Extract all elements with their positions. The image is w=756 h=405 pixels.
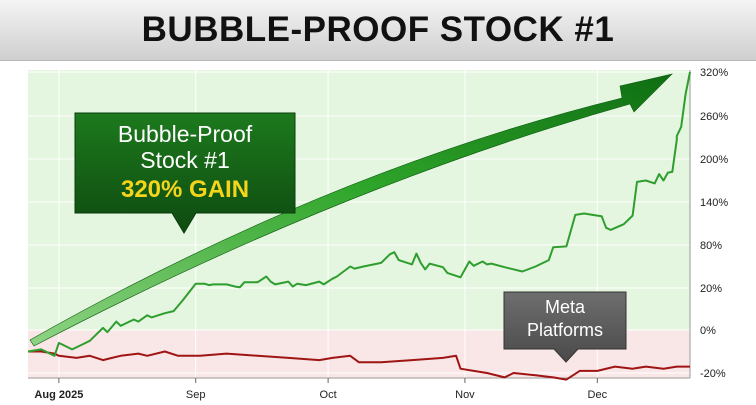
x-tick-label: Nov: [455, 389, 475, 401]
callout-line: Bubble-Proof: [118, 121, 253, 147]
y-tick-label: 80%: [700, 240, 722, 252]
y-tick-label: 0%: [700, 325, 716, 337]
y-tick-label: 200%: [700, 154, 728, 166]
title-bar: [0, 0, 756, 61]
y-tick-label: 320%: [700, 67, 728, 79]
x-tick-label: Sep: [186, 389, 206, 401]
callout-line: Meta: [545, 297, 586, 317]
y-tick-label: -20%: [700, 368, 726, 380]
x-tick-label: Dec: [588, 389, 608, 401]
y-tick-label: 260%: [700, 111, 728, 123]
callout-box-stock: [74, 112, 296, 234]
callout-gain: 320% GAIN: [121, 176, 249, 203]
y-tick-label: 20%: [700, 283, 722, 295]
series-line-meta-platforms: [28, 350, 690, 381]
chart-title: BUBBLE-PROOF STOCK #1: [141, 10, 615, 49]
y-tick-label: 140%: [700, 197, 728, 209]
callout-line: Platforms: [527, 320, 603, 340]
x-tick-label: Oct: [320, 389, 337, 401]
trend-arrow: [29, 73, 673, 347]
chart-svg: 320% 260% 200% 140% 80% 20% 0% -20% Aug 2025 Sep…: [27, 67, 728, 401]
callout-line: Stock #1: [140, 147, 230, 173]
x-tick-label: Aug 2025: [34, 389, 83, 401]
series-line-bubble-proof-stock: [27, 71, 691, 357]
callout-box-meta: [503, 291, 627, 363]
